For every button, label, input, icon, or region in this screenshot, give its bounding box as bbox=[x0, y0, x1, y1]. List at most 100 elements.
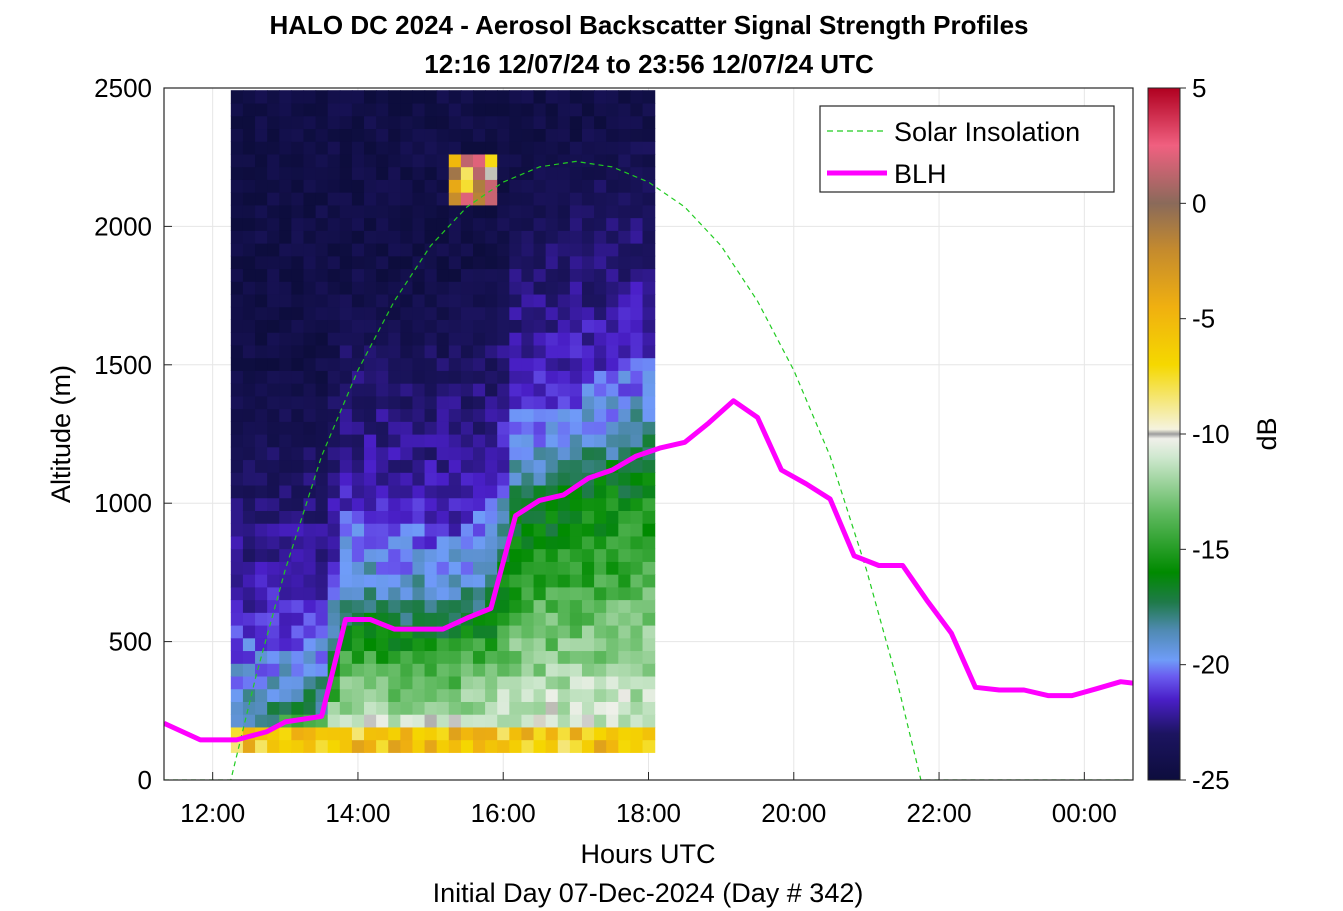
heatmap-cell bbox=[424, 217, 438, 231]
heatmap-cell bbox=[618, 268, 632, 282]
heatmap-cell bbox=[569, 192, 583, 206]
heatmap-cell bbox=[545, 599, 559, 613]
heatmap-cell bbox=[267, 332, 280, 346]
heatmap-cell bbox=[412, 523, 426, 537]
heatmap-cell bbox=[230, 357, 244, 371]
heatmap-cell bbox=[242, 701, 256, 715]
heatmap-cell bbox=[557, 497, 571, 511]
heatmap-cell bbox=[339, 268, 353, 282]
heatmap-cell bbox=[291, 726, 305, 741]
heatmap-cell bbox=[279, 268, 292, 282]
heatmap-cell bbox=[545, 243, 559, 257]
heatmap-cell bbox=[400, 115, 414, 130]
heatmap-cell bbox=[351, 255, 365, 270]
heatmap-cell bbox=[364, 370, 377, 384]
heatmap-cell bbox=[339, 230, 353, 244]
heatmap-cell bbox=[267, 370, 280, 384]
heatmap-cell bbox=[255, 357, 268, 371]
heatmap-cell bbox=[630, 421, 644, 435]
heatmap-cell bbox=[521, 561, 535, 575]
heatmap-cell bbox=[473, 332, 486, 346]
heatmap-cell bbox=[230, 204, 244, 219]
heatmap-cell bbox=[569, 650, 583, 664]
heatmap-cell bbox=[581, 459, 595, 473]
heatmap-cell bbox=[364, 255, 377, 270]
heatmap-cell bbox=[557, 115, 571, 130]
heatmap-cell bbox=[545, 115, 559, 130]
heatmap-cell bbox=[473, 141, 486, 155]
heatmap-cell bbox=[303, 179, 317, 193]
heatmap-cell bbox=[267, 574, 280, 588]
heatmap-cell bbox=[545, 408, 559, 422]
heatmap-cell bbox=[303, 472, 317, 486]
heatmap-cell bbox=[255, 434, 268, 448]
heatmap-cell bbox=[412, 153, 426, 168]
heatmap-cell bbox=[400, 446, 414, 461]
heatmap-cell bbox=[630, 650, 644, 664]
heatmap-cell bbox=[339, 637, 353, 652]
heatmap-cell bbox=[364, 332, 377, 346]
heatmap-cell bbox=[594, 561, 607, 575]
heatmap-cell bbox=[230, 395, 244, 410]
heatmap-cell bbox=[412, 255, 426, 270]
heatmap-cell bbox=[351, 293, 365, 308]
heatmap-cell bbox=[279, 612, 292, 626]
heatmap-cell bbox=[630, 663, 644, 677]
heatmap-cell bbox=[364, 344, 377, 359]
heatmap-cell bbox=[291, 586, 305, 601]
heatmap-cell bbox=[485, 472, 498, 486]
heatmap-cell bbox=[339, 650, 353, 664]
heatmap-cell bbox=[242, 128, 256, 142]
heatmap-cell bbox=[267, 586, 280, 601]
heatmap-cell bbox=[557, 179, 571, 193]
heatmap-cell bbox=[460, 535, 474, 550]
heatmap-cell bbox=[412, 281, 426, 295]
heatmap-cell bbox=[376, 230, 389, 244]
heatmap-cell bbox=[230, 510, 244, 524]
heatmap-cell bbox=[255, 446, 268, 461]
heatmap-cell bbox=[303, 204, 317, 219]
heatmap-cell bbox=[569, 319, 583, 333]
heatmap-cell bbox=[448, 421, 462, 435]
heatmap-cell bbox=[388, 739, 401, 753]
heatmap-cell bbox=[351, 319, 365, 333]
heatmap-cell bbox=[339, 548, 353, 562]
heatmap-cell bbox=[376, 255, 389, 270]
heatmap-cell bbox=[388, 510, 401, 524]
heatmap-cell bbox=[569, 739, 583, 753]
heatmap-cell bbox=[242, 612, 256, 626]
heatmap-cell bbox=[339, 688, 353, 702]
heatmap-cell bbox=[448, 243, 462, 257]
heatmap-cell bbox=[448, 714, 462, 728]
heatmap-cell bbox=[521, 255, 535, 270]
heatmap-cell bbox=[388, 612, 401, 626]
heatmap-cell bbox=[303, 319, 317, 333]
heatmap-cell bbox=[581, 90, 595, 104]
heatmap-cell bbox=[630, 319, 644, 333]
heatmap-cell bbox=[581, 535, 595, 550]
heatmap-cell bbox=[485, 192, 498, 206]
heatmap-cell bbox=[315, 115, 329, 130]
heatmap-cell bbox=[606, 535, 619, 550]
heatmap-cell bbox=[291, 102, 305, 117]
heatmap-cell bbox=[351, 472, 365, 486]
heatmap-cell bbox=[279, 663, 292, 677]
heatmap-cell bbox=[436, 243, 450, 257]
heatmap-cell bbox=[509, 739, 523, 753]
heatmap-cell bbox=[485, 102, 498, 117]
heatmap-cell bbox=[376, 90, 389, 104]
heatmap-cell bbox=[521, 293, 535, 308]
heatmap-cell bbox=[485, 204, 498, 219]
heatmap-cell bbox=[509, 344, 523, 359]
heatmap-cell bbox=[424, 510, 438, 524]
heatmap-cell bbox=[351, 243, 365, 257]
heatmap-cell bbox=[412, 370, 426, 384]
heatmap-cell bbox=[569, 637, 583, 652]
heatmap-cell bbox=[388, 675, 401, 690]
heatmap-cell bbox=[460, 90, 474, 104]
heatmap-cell bbox=[569, 102, 583, 117]
heatmap-cell bbox=[412, 421, 426, 435]
heatmap-cell bbox=[569, 612, 583, 626]
heatmap-cell bbox=[255, 293, 268, 308]
heatmap-cell bbox=[400, 726, 414, 741]
